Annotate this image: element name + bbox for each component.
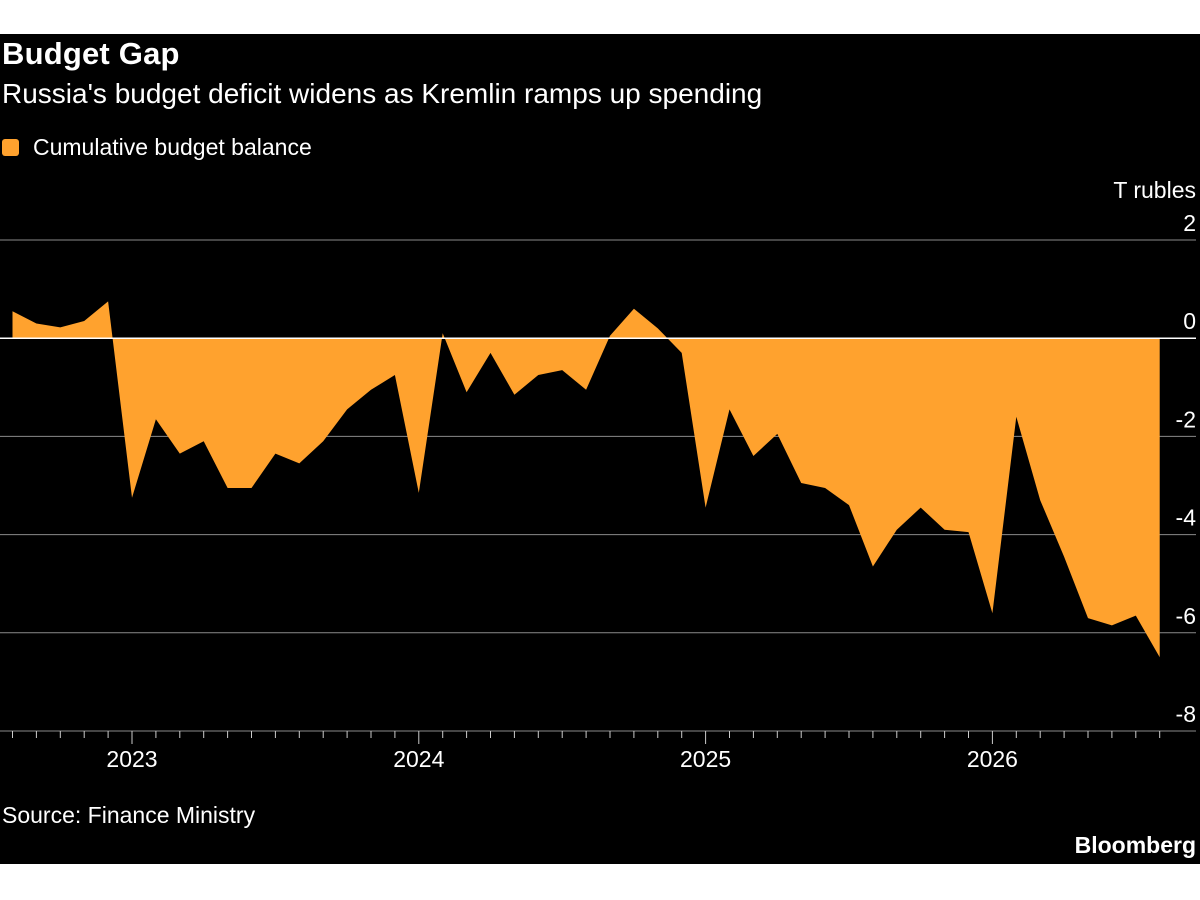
x-tick-label: 2025 bbox=[680, 746, 731, 772]
series-area bbox=[12, 301, 1160, 658]
x-tick-label: 2026 bbox=[967, 746, 1018, 772]
chart-title: Budget Gap bbox=[2, 36, 180, 71]
y-tick-label: 0 bbox=[1183, 308, 1196, 334]
y-tick-label: -8 bbox=[1176, 701, 1196, 727]
y-axis-unit-label: T rubles bbox=[1113, 177, 1196, 203]
legend-swatch bbox=[2, 139, 19, 156]
y-tick-label: -6 bbox=[1176, 603, 1196, 629]
x-tick-label: 2023 bbox=[106, 746, 157, 772]
y-tick-label: -2 bbox=[1176, 406, 1196, 432]
series-area-path bbox=[12, 301, 1160, 658]
brand-logo: Bloomberg bbox=[1074, 832, 1196, 858]
legend-label: Cumulative budget balance bbox=[33, 134, 312, 160]
chart-card: Budget Gap Russia's budget deficit widen… bbox=[0, 34, 1200, 864]
area-chart: T rubles 2 0 -2 -4 -6 -8 2023 2024 2025 2026 bbox=[0, 177, 1196, 772]
y-tick-label: -4 bbox=[1176, 505, 1197, 531]
x-tick-label: 2024 bbox=[393, 746, 444, 772]
axis-labels: T rubles 2 0 -2 -4 -6 -8 2023 2024 2025 2026 bbox=[106, 177, 1196, 772]
source-note: Source: Finance Ministry bbox=[2, 802, 256, 828]
gridlines bbox=[0, 239, 1196, 732]
chart-subtitle: Russia's budget deficit widens as Kremli… bbox=[2, 78, 763, 109]
legend: Cumulative budget balance bbox=[2, 134, 312, 161]
x-axis bbox=[12, 731, 1161, 744]
y-tick-label: 2 bbox=[1183, 210, 1196, 236]
